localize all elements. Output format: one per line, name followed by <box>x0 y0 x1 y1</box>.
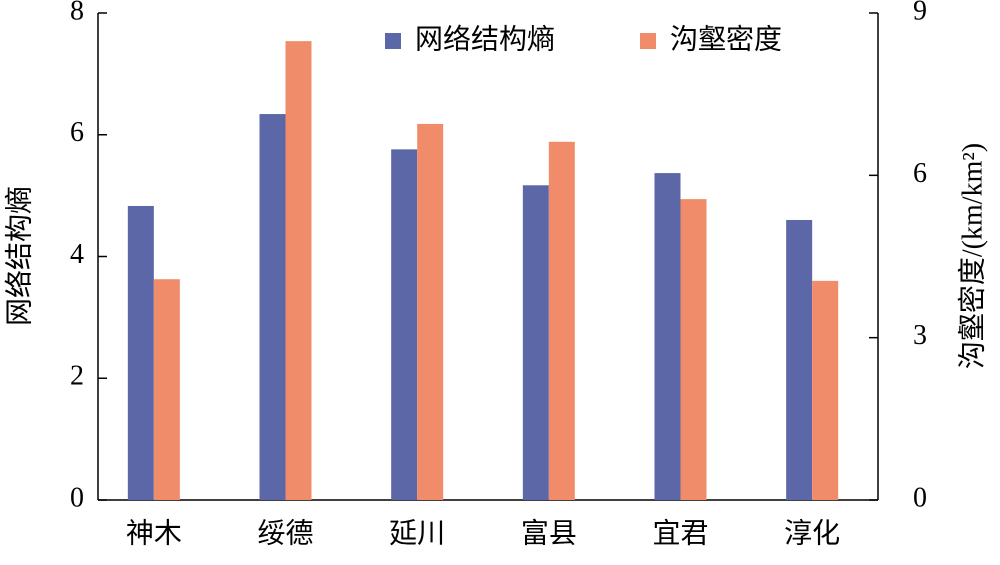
legend-swatch <box>385 33 401 49</box>
x-tick-label: 神木 <box>126 517 182 549</box>
bar <box>812 280 839 500</box>
legend-label: 网络结构熵 <box>415 23 555 55</box>
y-tick-label: 4 <box>70 239 84 270</box>
y-axis-label: 网络结构熵 <box>3 186 35 326</box>
x-tick-label: 绥德 <box>257 517 313 549</box>
bar <box>259 114 286 501</box>
y2-tick-label: 6 <box>913 158 927 189</box>
legend-label: 沟壑密度 <box>670 23 782 55</box>
x-tick-label: 宜君 <box>652 517 708 549</box>
bar <box>522 185 549 500</box>
y2-tick-label: 0 <box>913 482 927 513</box>
x-tick-label: 淳化 <box>784 517 840 549</box>
legend-swatch <box>640 33 656 49</box>
bar <box>548 141 575 501</box>
bar <box>391 149 418 501</box>
y2-axis-label: 沟壑密度/(km/km²) <box>956 143 988 369</box>
bar <box>153 279 180 500</box>
bar <box>285 41 312 500</box>
x-tick-label: 富县 <box>521 517 577 549</box>
bar <box>417 123 444 500</box>
bar <box>654 173 681 500</box>
y-tick-label: 2 <box>70 361 84 392</box>
y2-tick-label: 9 <box>913 0 927 26</box>
bar <box>786 219 813 500</box>
bar <box>680 199 707 501</box>
y-tick-label: 0 <box>70 482 84 513</box>
bar <box>127 205 154 500</box>
x-tick-label: 延川 <box>389 517 445 549</box>
y-tick-label: 6 <box>70 117 84 148</box>
y2-tick-label: 3 <box>913 320 927 351</box>
y-tick-label: 8 <box>70 0 84 26</box>
